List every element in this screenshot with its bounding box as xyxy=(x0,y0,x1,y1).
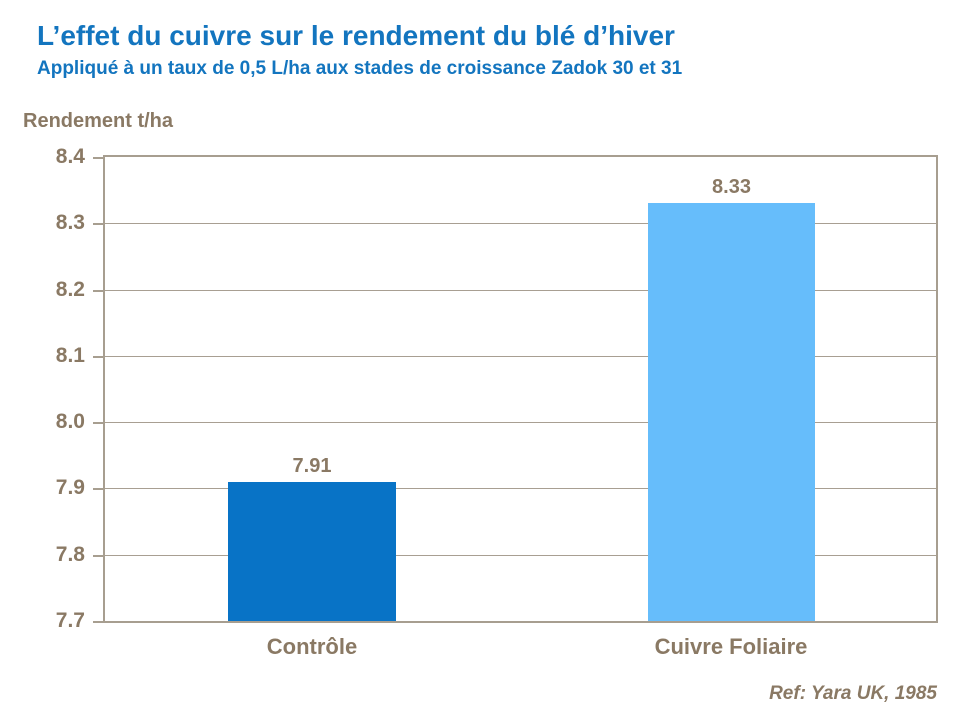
y-tick-mark xyxy=(93,356,103,358)
x-label-cuivre-foliaire: Cuivre Foliaire xyxy=(654,634,808,659)
y-tick-label: 8.0 xyxy=(55,410,85,433)
y-tick-mark xyxy=(93,488,103,490)
bar-cuivre-foliaire xyxy=(648,203,815,621)
chart-subtitle: Appliqué à un taux de 0,5 L/ha aux stade… xyxy=(37,58,683,79)
y-axis-title: Rendement t/ha xyxy=(23,110,174,132)
y-tick-mark xyxy=(93,422,103,424)
y-tick-label: 7.7 xyxy=(55,609,85,632)
y-tick-label: 8.3 xyxy=(55,211,85,234)
bar-controle xyxy=(228,482,396,621)
data-label-cuivre-foliaire: 8.33 xyxy=(712,176,751,198)
gridline xyxy=(105,555,936,556)
x-label-controle: Contrôle xyxy=(266,634,358,659)
gridline xyxy=(105,356,936,357)
y-tick-label: 8.2 xyxy=(55,278,85,301)
y-tick-label: 8.4 xyxy=(55,145,85,168)
reference-text: Ref: Yara UK, 1985 xyxy=(769,683,937,704)
gridline xyxy=(105,223,936,224)
y-tick-label: 8.1 xyxy=(55,344,85,367)
gridline xyxy=(105,488,936,489)
y-tick-label: 7.9 xyxy=(55,476,85,499)
y-tick-label: 7.8 xyxy=(55,543,85,566)
y-tick-mark xyxy=(93,621,103,623)
y-axis: 8.4 8.3 8.2 8.1 8.0 7.9 7.8 7.7 xyxy=(0,146,103,632)
gridline xyxy=(105,290,936,291)
plot-area: 7.91 8.33 xyxy=(103,155,938,623)
gridline xyxy=(105,422,936,423)
y-tick-mark xyxy=(93,555,103,557)
y-tick-mark xyxy=(93,290,103,292)
chart-title: L’effet du cuivre sur le rendement du bl… xyxy=(37,20,675,51)
y-tick-mark xyxy=(93,157,103,159)
data-label-controle: 7.91 xyxy=(292,455,332,477)
y-tick-mark xyxy=(93,223,103,225)
